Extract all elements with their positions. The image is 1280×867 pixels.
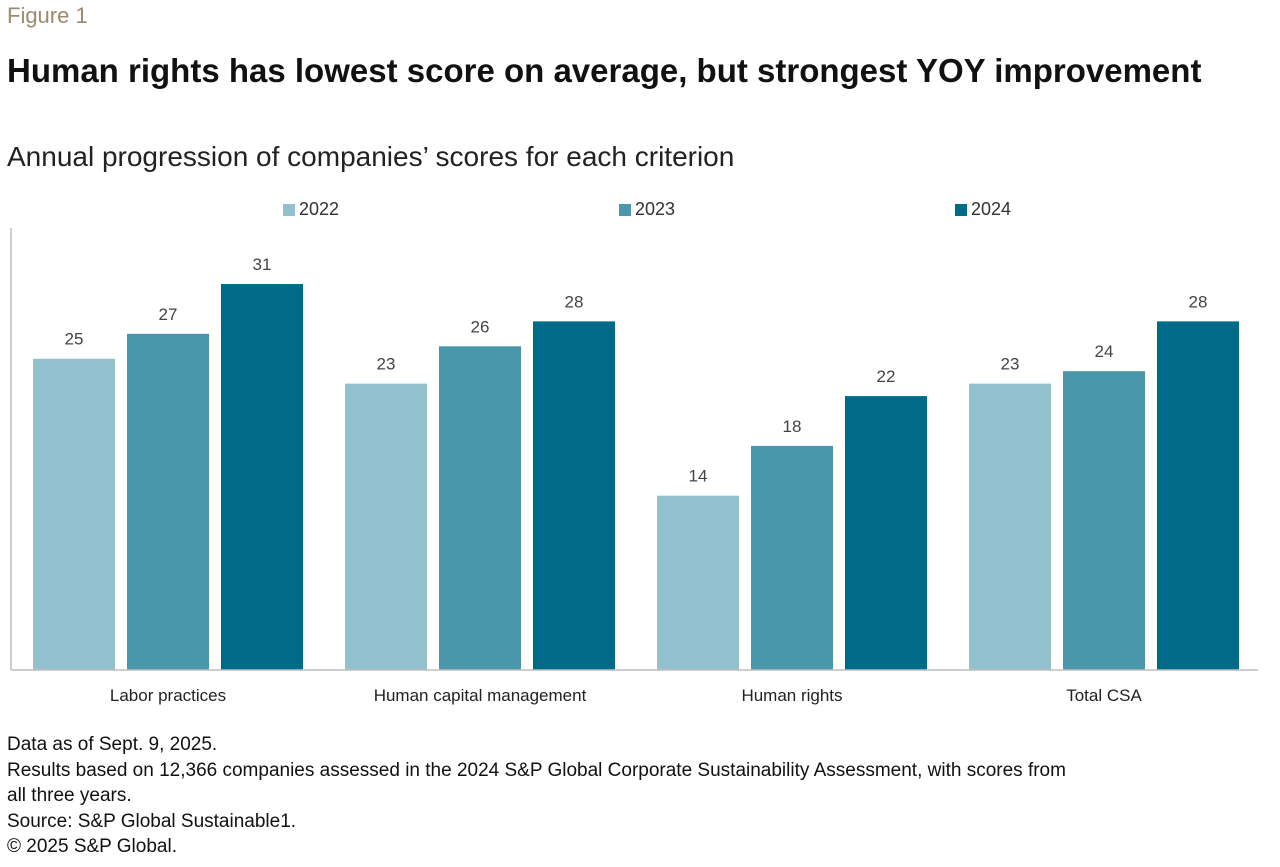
bar-chart: 25 27 31 23 26 28 14 18 22 23 24 28 Labor practices…	[10, 228, 1258, 705]
note-copyright: © 2025 S&P Global.	[7, 836, 177, 857]
note-data-date: Data as of Sept. 9, 2025.	[7, 734, 218, 755]
legend-item-2022: 2022	[283, 199, 339, 220]
bar-2023-0	[127, 333, 209, 670]
note-methodology-cont: all three years.	[7, 785, 132, 806]
category-labels-layer: Labor practices Human capital management H…	[110, 686, 1143, 705]
category-label-0: Labor practices	[110, 686, 226, 705]
bar-2024-2	[845, 396, 927, 670]
bar-2024-0	[221, 284, 303, 670]
value-label-2024-0: 31	[253, 255, 272, 274]
value-label-2023-2: 18	[783, 417, 802, 436]
legend-item-2023: 2023	[619, 199, 675, 220]
legend-label-2024: 2024	[971, 199, 1012, 219]
value-label-2022-1: 23	[377, 355, 396, 374]
bar-2022-3	[969, 383, 1051, 670]
legend-swatch-2022	[283, 203, 295, 216]
note-source: Source: S&P Global Sustainable1.	[7, 810, 297, 832]
bar-2022-1	[345, 383, 427, 670]
value-label-2023-1: 26	[471, 317, 490, 336]
bar-2024-3	[1157, 321, 1239, 670]
note-methodology: Results based on 12,366 companies assess…	[7, 759, 1066, 781]
value-label-2023-3: 24	[1095, 342, 1114, 361]
bar-2023-1	[439, 346, 521, 670]
legend-swatch-2024	[955, 203, 967, 216]
bar-2023-2	[751, 445, 833, 670]
value-label-2024-2: 22	[877, 367, 896, 386]
chart-notes: Data as of Sept. 9, 2025. Results based …	[7, 732, 1066, 860]
category-label-1: Human capital management	[374, 686, 587, 705]
legend-swatch-2023	[619, 203, 631, 216]
legend: 2022 2023 2024	[0, 199, 1280, 223]
bar-2022-2	[657, 495, 739, 670]
value-label-2024-3: 28	[1189, 292, 1208, 311]
bars-layer	[33, 284, 1239, 670]
category-label-3: Total CSA	[1066, 686, 1142, 705]
figure-label: Figure 1	[7, 3, 88, 28]
value-label-2022-0: 25	[65, 330, 84, 349]
chart-title: Human rights has lowest score on average…	[7, 52, 1202, 89]
value-labels-layer: 25 27 31 23 26 28 14 18 22 23 24 28	[65, 255, 1208, 486]
bar-2023-3	[1063, 371, 1145, 670]
category-label-2: Human rights	[741, 686, 842, 705]
value-label-2023-0: 27	[159, 305, 178, 324]
bar-2022-0	[33, 358, 115, 670]
value-label-2022-2: 14	[689, 467, 708, 486]
value-label-2024-1: 28	[565, 292, 584, 311]
bar-2024-1	[533, 321, 615, 670]
legend-label-2023: 2023	[635, 199, 676, 219]
legend-item-2024: 2024	[955, 199, 1011, 220]
legend-label-2022: 2022	[299, 199, 340, 219]
chart-subtitle: Annual progression of companies’ scores …	[7, 141, 735, 172]
value-label-2022-3: 23	[1001, 355, 1020, 374]
